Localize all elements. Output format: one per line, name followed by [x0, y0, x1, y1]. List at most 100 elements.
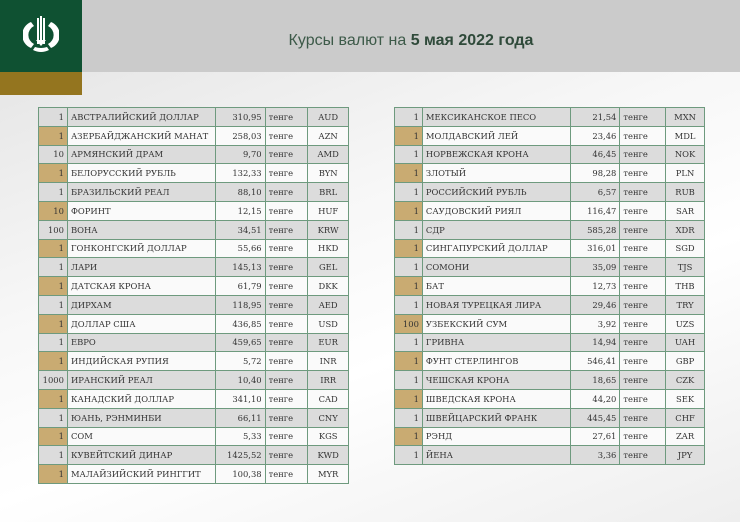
- unit-cell: тенге: [264, 238, 309, 259]
- table-row: 1 КАНАДСКИЙ ДОЛЛАР 341,10 тенге CAD: [38, 388, 349, 409]
- table-row: 1 МЕКСИКАНСКОЕ ПЕСО 21,54 тенге MXN: [394, 107, 705, 127]
- table-row: 1 ЛАРИ 145,13 тенге GEL: [38, 257, 349, 278]
- unit-cell: тенге: [264, 257, 309, 278]
- title-date: 5 мая 2022 года: [410, 32, 534, 49]
- quantity-cell: 1: [38, 182, 68, 202]
- rate-cell: 3,92: [569, 313, 621, 334]
- rate-cell: 258,03: [214, 125, 266, 146]
- rate-cell: 27,61: [569, 426, 621, 447]
- quantity-cell: 1: [394, 125, 423, 146]
- rate-cell: 316,01: [569, 238, 621, 259]
- currency-code-cell: XDR: [665, 219, 705, 240]
- unit-cell: тенге: [619, 332, 667, 353]
- rate-cell: 21,54: [569, 107, 621, 127]
- table-row: 10 АРМЯНСКИЙ ДРАМ 9,70 тенге AMD: [38, 144, 349, 165]
- currency-code-cell: ZAR: [665, 426, 705, 447]
- currency-code-cell: TRY: [665, 294, 705, 315]
- unit-cell: тенге: [619, 107, 667, 127]
- currency-code-cell: KWD: [307, 445, 349, 466]
- unit-cell: тенге: [619, 238, 667, 259]
- rate-cell: 145,13: [214, 257, 266, 278]
- table-row: 1 МОЛДАВСКИЙ ЛЕЙ 23,46 тенге MDL: [394, 125, 705, 146]
- quantity-cell: 1: [38, 407, 68, 428]
- currency-code-cell: GBP: [665, 351, 705, 372]
- quantity-cell: 1: [38, 332, 68, 353]
- title-prefix: Курсы валют на: [288, 32, 411, 49]
- currency-code-cell: MDL: [665, 125, 705, 146]
- currency-code-cell: CAD: [307, 388, 349, 409]
- rate-cell: 34,51: [214, 219, 266, 240]
- currency-code-cell: IRR: [307, 370, 349, 390]
- table-row: 1 ИНДИЙСКАЯ РУПИЯ 5,72 тенге INR: [38, 351, 349, 372]
- rate-cell: 3,36: [569, 445, 621, 466]
- table-row: 1 СИНГАПУРСКИЙ ДОЛЛАР 316,01 тенге SGD: [394, 238, 705, 259]
- quantity-cell: 1: [38, 388, 68, 409]
- rate-cell: 55,66: [214, 238, 266, 259]
- currency-code-cell: MXN: [665, 107, 705, 127]
- quantity-cell: 1: [394, 200, 423, 221]
- currency-name-cell: ИРАНСКИЙ РЕАЛ: [66, 370, 216, 390]
- currency-name-cell: НОВАЯ ТУРЕЦКАЯ ЛИРА: [421, 294, 571, 315]
- quantity-cell: 1: [394, 445, 423, 466]
- currency-name-cell: ШВЕЙЦАРСКИЙ ФРАНК: [421, 407, 571, 428]
- unit-cell: тенге: [264, 163, 309, 184]
- currency-code-cell: AED: [307, 294, 349, 315]
- currency-code-cell: SGD: [665, 238, 705, 259]
- table-row: 1 РОССИЙСКИЙ РУБЛЬ 6,57 тенге RUB: [394, 182, 705, 202]
- currency-name-cell: ЛАРИ: [66, 257, 216, 278]
- unit-cell: тенге: [619, 144, 667, 165]
- currency-code-cell: CHF: [665, 407, 705, 428]
- currency-name-cell: КУВЕЙТСКИЙ ДИНАР: [66, 445, 216, 466]
- rate-cell: 18,65: [569, 370, 621, 390]
- currency-code-cell: UZS: [665, 313, 705, 334]
- currency-name-cell: СДР: [421, 219, 571, 240]
- table-row: 1 ЕВРО 459,65 тенге EUR: [38, 332, 349, 353]
- rate-cell: 46,45: [569, 144, 621, 165]
- table-row: 1 КУВЕЙТСКИЙ ДИНАР 1425,52 тенге KWD: [38, 445, 349, 466]
- unit-cell: тенге: [619, 445, 667, 466]
- currency-code-cell: GEL: [307, 257, 349, 278]
- quantity-cell: 1: [38, 107, 68, 127]
- table-row: 1 НОВАЯ ТУРЕЦКАЯ ЛИРА 29,46 тенге TRY: [394, 294, 705, 315]
- currency-name-cell: ЧЕШСКАЯ КРОНА: [421, 370, 571, 390]
- table-row: 1 БРАЗИЛЬСКИЙ РЕАЛ 88,10 тенге BRL: [38, 182, 349, 202]
- quantity-cell: 1: [394, 238, 423, 259]
- unit-cell: тенге: [264, 200, 309, 221]
- rate-cell: 459,65: [214, 332, 266, 353]
- table-row: 1 ЗЛОТЫЙ 98,28 тенге PLN: [394, 163, 705, 184]
- currency-name-cell: НОРВЕЖСКАЯ КРОНА: [421, 144, 571, 165]
- rate-cell: 341,10: [214, 388, 266, 409]
- rate-cell: 436,85: [214, 313, 266, 334]
- quantity-cell: 1: [38, 313, 68, 334]
- quantity-cell: 1: [394, 107, 423, 127]
- currency-code-cell: SAR: [665, 200, 705, 221]
- rate-cell: 5,33: [214, 426, 266, 447]
- rate-cell: 44,20: [569, 388, 621, 409]
- rate-cell: 88,10: [214, 182, 266, 202]
- quantity-cell: 1: [38, 163, 68, 184]
- unit-cell: тенге: [619, 200, 667, 221]
- table-row: 1000 ИРАНСКИЙ РЕАЛ 10,40 тенге IRR: [38, 370, 349, 390]
- currency-code-cell: HUF: [307, 200, 349, 221]
- quantity-cell: 1: [38, 426, 68, 447]
- quantity-cell: 1: [394, 219, 423, 240]
- rate-cell: 5,72: [214, 351, 266, 372]
- unit-cell: тенге: [619, 370, 667, 390]
- quantity-cell: 1: [394, 257, 423, 278]
- rate-cell: 12,73: [569, 276, 621, 296]
- quantity-cell: 10: [38, 200, 68, 221]
- unit-cell: тенге: [264, 125, 309, 146]
- table-row: 1 ЮАНЬ, РЭНМИНБИ 66,11 тенге CNY: [38, 407, 349, 428]
- unit-cell: тенге: [619, 294, 667, 315]
- quantity-cell: 1: [394, 294, 423, 315]
- currency-code-cell: KRW: [307, 219, 349, 240]
- quantity-cell: 1: [38, 464, 68, 484]
- currency-code-cell: DKK: [307, 276, 349, 296]
- unit-cell: тенге: [619, 219, 667, 240]
- rate-cell: 12,15: [214, 200, 266, 221]
- table-row: 1 ЧЕШСКАЯ КРОНА 18,65 тенге CZK: [394, 370, 705, 390]
- currency-code-cell: AUD: [307, 107, 349, 127]
- rate-cell: 66,11: [214, 407, 266, 428]
- currency-name-cell: АВСТРАЛИЙСКИЙ ДОЛЛАР: [66, 107, 216, 127]
- currency-code-cell: INR: [307, 351, 349, 372]
